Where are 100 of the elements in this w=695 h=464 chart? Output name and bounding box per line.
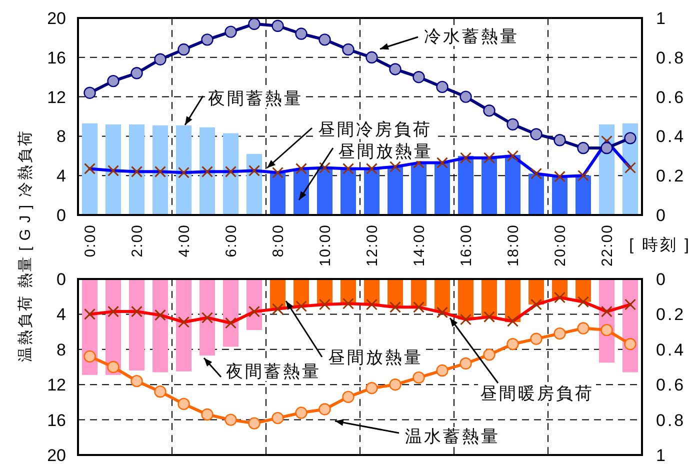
y2-tick-label: 0.2 [656,305,686,324]
point [460,357,472,370]
y2-tick-label: 0.4 [656,340,686,360]
y-tick-label: 0 [56,206,66,225]
bar [575,176,592,215]
point [366,382,378,394]
y2-tick-label: 0.8 [656,48,686,68]
point [318,403,331,416]
y-tick-label: 8 [56,127,66,146]
bar [246,154,262,215]
bar [222,279,239,347]
point [248,417,260,430]
bar [82,123,98,215]
y-tick-label: 12 [47,88,66,107]
bar [364,168,380,215]
x-tick-label: 14:00 [410,224,428,267]
point [600,142,613,154]
point [389,63,402,76]
bar [128,279,145,371]
bar [340,168,356,215]
y2-tick-label: 1 [656,9,668,28]
series-label: 昼間冷房負荷 [318,120,432,139]
text: 熱量 [ G J ] [17,204,34,288]
bar [552,176,568,215]
y2-tick-label: 0.4 [656,127,686,146]
x-tick-label: 8:00 [270,224,287,258]
point [248,18,260,30]
point [577,322,590,334]
bar [410,279,427,306]
point [366,51,378,64]
y-tick-label: 0 [56,270,66,289]
bar [246,279,262,330]
point [272,412,284,424]
x-tick-label: 16:00 [458,224,475,267]
point [130,374,143,388]
point [624,338,636,350]
point [84,86,96,99]
bar [504,154,521,215]
point [577,142,590,154]
point [154,386,166,398]
y2-tick-label: 0.6 [656,88,686,107]
text: 昼間放熱量 [328,348,423,367]
x-tick-label: 20:00 [552,224,569,267]
x-axis-title: [ 時刻 ] [629,236,691,254]
bar [387,166,404,215]
point [460,90,472,103]
bar [458,279,474,320]
point [483,348,496,361]
x-tick-label: 18:00 [504,224,522,267]
point [295,406,308,419]
point [295,28,308,40]
bar [387,279,404,306]
point [318,34,331,46]
point [178,398,190,410]
point [342,390,354,404]
point [600,324,613,336]
bar [270,279,286,308]
point [154,53,166,66]
bar [481,158,498,215]
x-tick-label: 12:00 [364,224,381,267]
y-tick-label: 16 [47,410,66,430]
text: 昼間暖房負荷 [480,384,594,403]
point [436,364,448,377]
y-tick-label: 20 [47,9,66,28]
y-tick-label: 8 [56,340,66,360]
y-axis-title: 冷熱負荷 [17,129,34,197]
bar [152,279,168,372]
point [530,128,542,140]
bar [528,174,544,215]
point [107,74,120,88]
point [624,132,636,144]
bar [410,162,427,215]
point [389,378,402,391]
bar [105,124,122,215]
x-tick-label: 10:00 [316,224,334,267]
bar [270,172,286,215]
bar [222,133,239,215]
bar [176,125,192,215]
bar [434,279,450,312]
point [224,414,237,426]
point [201,34,214,46]
point [84,350,96,363]
point [506,118,519,130]
y-tick-label: 20 [47,446,66,464]
bar [176,279,192,372]
y-tick-label: 12 [47,376,66,395]
point [554,134,566,146]
bar [199,127,216,215]
y2-tick-label: 1 [656,446,668,464]
x-tick-label: 2:00 [128,224,146,258]
y2-tick-label: 0.2 [656,166,686,186]
point [224,26,237,38]
point [436,80,448,94]
x-tick-label: 22:00 [598,224,616,267]
bar [152,125,168,215]
text: 温水蓄熱量 [405,427,500,446]
y2-tick-label: 0 [656,206,668,225]
bar [458,156,474,215]
x-tick-label: 0:00 [82,224,99,258]
y2-tick-label: 0.8 [656,410,686,430]
